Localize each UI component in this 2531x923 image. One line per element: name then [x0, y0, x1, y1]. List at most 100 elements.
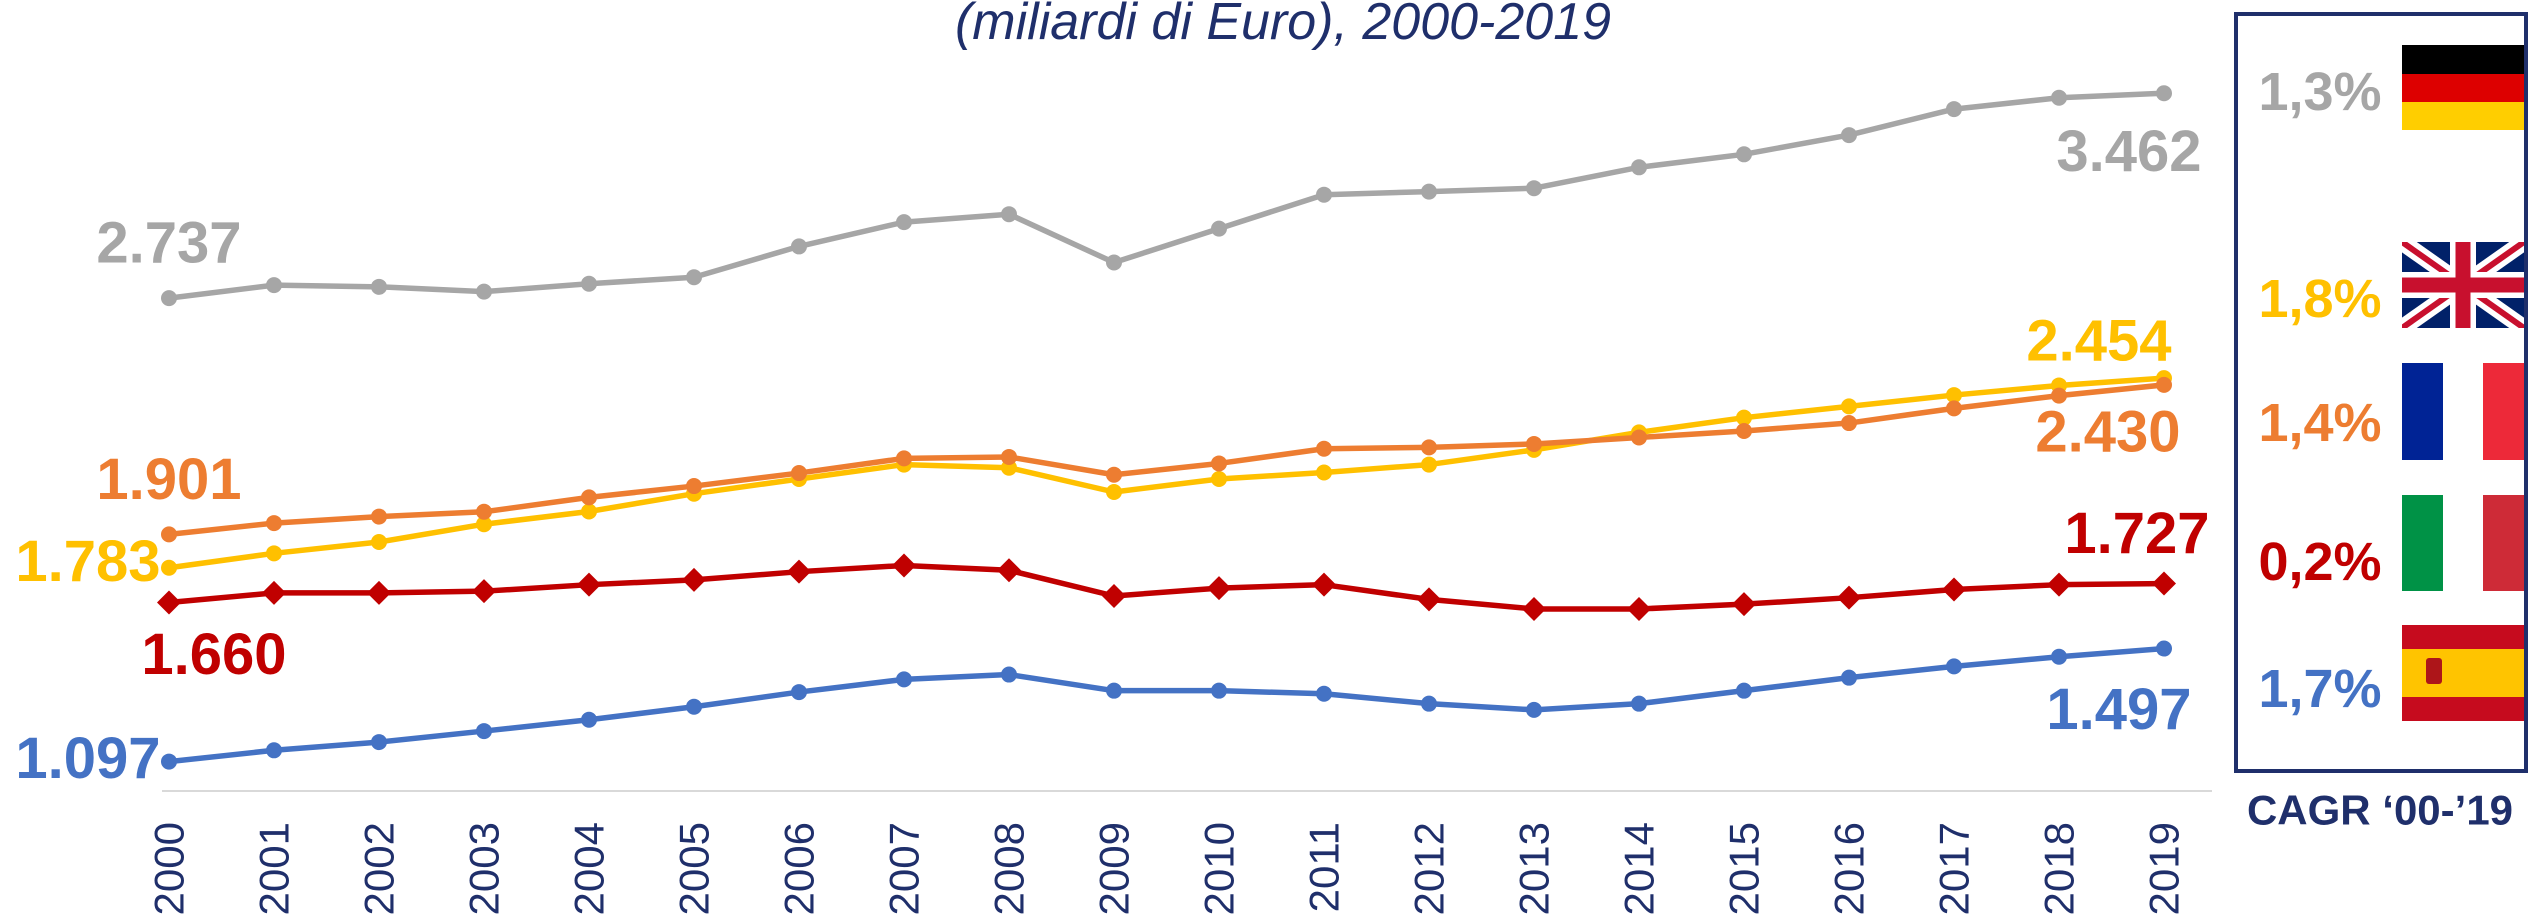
x-tick-label: 2005	[671, 822, 718, 915]
marker	[1106, 483, 1122, 500]
marker	[371, 734, 387, 751]
marker	[1316, 464, 1332, 481]
marker	[2047, 572, 2071, 597]
marker	[1001, 448, 1017, 465]
x-tick-label: 2014	[1616, 822, 1663, 915]
marker	[476, 516, 492, 533]
x-tick-label: 2018	[2036, 822, 2083, 915]
marker	[1001, 666, 1017, 683]
marker	[266, 742, 282, 759]
x-tick-label: 2000	[146, 822, 193, 915]
marker	[1736, 409, 1752, 426]
x-tick-label: 2001	[251, 822, 298, 915]
marker	[791, 684, 807, 701]
marker	[367, 580, 391, 605]
cagr-value: 1,3%	[2258, 62, 2381, 122]
marker	[2051, 648, 2067, 665]
cagr-value: 1,7%	[2258, 659, 2381, 719]
marker	[476, 283, 492, 300]
marker	[896, 450, 912, 467]
marker	[161, 526, 177, 543]
flag-uk	[2402, 242, 2524, 328]
x-tick-label: 2006	[776, 822, 823, 915]
marker	[1102, 583, 1126, 608]
marker	[1631, 159, 1647, 176]
x-tick-label: 2004	[566, 822, 613, 915]
marker	[262, 580, 286, 605]
marker	[1942, 577, 1966, 602]
marker	[1001, 206, 1017, 223]
marker	[1946, 400, 1962, 417]
marker	[1837, 585, 1861, 610]
marker	[472, 579, 496, 604]
marker	[1421, 439, 1437, 456]
marker	[2156, 85, 2172, 102]
marker	[2152, 571, 2176, 596]
x-tick-label: 2017	[1931, 822, 1978, 915]
marker	[1841, 415, 1857, 432]
marker	[1316, 685, 1332, 702]
marker	[791, 465, 807, 482]
marker	[1421, 695, 1437, 712]
x-tick-label: 2015	[1721, 822, 1768, 915]
marker	[161, 753, 177, 770]
marker	[1211, 455, 1227, 472]
marker	[1522, 596, 1546, 621]
marker	[1316, 186, 1332, 203]
value-label: 2.454	[2026, 309, 2171, 374]
x-tick-label: 2013	[1511, 822, 1558, 915]
marker	[1732, 592, 1756, 617]
marker	[2156, 376, 2172, 393]
x-tick-label: 2012	[1406, 822, 1453, 915]
marker	[997, 558, 1021, 583]
value-label: 1.727	[2064, 501, 2209, 566]
marker	[1312, 572, 1336, 597]
marker	[1841, 669, 1857, 686]
value-label: 1.660	[141, 622, 286, 687]
x-tick-label: 2016	[1826, 822, 1873, 915]
value-label: 1.783	[15, 529, 160, 594]
value-label: 1.497	[2046, 677, 2191, 742]
marker	[892, 553, 916, 578]
marker	[476, 723, 492, 740]
value-label: 1.097	[15, 726, 160, 791]
flag-spain	[2402, 625, 2524, 721]
marker	[266, 545, 282, 562]
marker	[581, 503, 597, 520]
marker	[161, 559, 177, 576]
marker	[1526, 180, 1542, 197]
x-tick-label: 2003	[461, 822, 508, 915]
series-line	[168, 382, 2165, 538]
marker	[371, 508, 387, 525]
marker	[266, 515, 282, 532]
marker	[682, 567, 706, 592]
marker	[581, 275, 597, 292]
marker	[371, 534, 387, 551]
marker	[1526, 435, 1542, 452]
cagr-box	[2234, 12, 2528, 773]
marker	[1106, 682, 1122, 699]
marker	[1211, 220, 1227, 237]
marker	[371, 278, 387, 295]
series-line	[168, 375, 2165, 571]
marker	[1841, 127, 1857, 144]
marker	[896, 214, 912, 231]
marker	[1207, 576, 1231, 601]
marker	[1946, 387, 1962, 404]
marker	[1841, 398, 1857, 415]
x-tick-label: 2002	[356, 822, 403, 915]
cagr-value: 1,4%	[2258, 393, 2381, 453]
marker	[1106, 466, 1122, 483]
marker	[157, 590, 181, 615]
series-line	[168, 562, 2165, 612]
x-tick-label: 2011	[1301, 822, 1348, 912]
value-label: 1.901	[96, 447, 241, 512]
marker	[686, 478, 702, 495]
chart-title: (miliardi di Euro), 2000-2019	[955, 0, 1611, 51]
marker	[791, 238, 807, 255]
marker	[581, 489, 597, 506]
cagr-value: 0,2%	[2258, 532, 2381, 592]
marker	[1211, 470, 1227, 487]
marker	[1106, 254, 1122, 271]
